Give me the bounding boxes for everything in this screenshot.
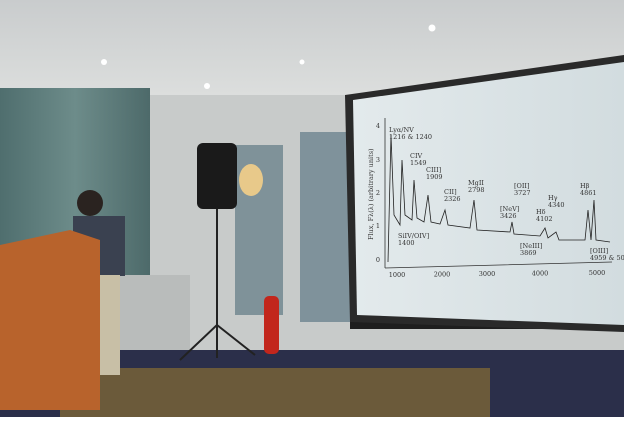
- x-tick-label: 2000: [434, 271, 451, 279]
- y-tick-label: 3: [376, 156, 380, 164]
- line-name: Hδ: [536, 208, 546, 216]
- line-name: MgII: [468, 179, 484, 187]
- y-tick-label: 4: [376, 122, 380, 130]
- line-name: [OII]: [514, 182, 530, 190]
- podium: [0, 230, 100, 410]
- ceiling-light: [428, 24, 436, 32]
- line-name: CIII]: [426, 166, 441, 174]
- ceiling-light: [204, 83, 210, 89]
- ceiling-light: [101, 59, 107, 65]
- line-wavelength: 1909: [426, 173, 443, 181]
- line-name: CIV: [410, 152, 423, 160]
- line-wavelength: 4340: [548, 201, 565, 209]
- y-axis-label: Flux, Fλ(λ) (arbitrary units): [367, 148, 375, 240]
- line-wavelength: 2326: [444, 195, 461, 203]
- line-wavelength: 4861: [580, 189, 597, 197]
- line-name: Hγ: [548, 194, 558, 202]
- line-wavelength: 2798: [468, 186, 485, 194]
- line-wavelength: 4102: [536, 215, 553, 223]
- slide: Flux, Fλ(λ) (arbitrary units) 1000 2000 300…: [367, 118, 624, 279]
- x-tick-label: 3000: [479, 270, 496, 278]
- line-name: [OIII]: [590, 247, 608, 255]
- person-legs: [100, 275, 120, 375]
- y-tick-label: 2: [376, 189, 380, 197]
- x-tick-label: 4000: [532, 270, 549, 278]
- y-tick-label: 1: [376, 222, 380, 230]
- person-head: [77, 190, 103, 216]
- rug: [60, 368, 490, 417]
- projection-screen: [353, 62, 624, 325]
- radiator: [115, 275, 190, 355]
- slide-axes: [384, 118, 613, 269]
- speaker: [197, 143, 237, 209]
- speaker-stand: [179, 209, 256, 361]
- line-wavelength: 3426: [500, 212, 517, 220]
- line-name: [NeV]: [500, 205, 519, 213]
- line-name: Hβ: [580, 182, 590, 190]
- sconce: [239, 164, 263, 196]
- line-wavelength: 1216 & 1240: [389, 133, 432, 141]
- fire-extinguisher: [264, 296, 279, 354]
- line-wavelength: 3727: [514, 189, 531, 197]
- line-wavelength: 1400: [398, 239, 415, 247]
- x-tick-label: 5000: [589, 269, 606, 277]
- line-name: [NeIII]: [520, 242, 542, 250]
- line-name: SiIV/OIV]: [398, 232, 429, 240]
- spectrum-curve: [387, 134, 611, 263]
- wall-panel: [300, 132, 350, 322]
- line-name: CII]: [444, 188, 457, 196]
- y-tick-label: 0: [376, 256, 380, 264]
- ceiling-light: [299, 59, 305, 65]
- line-wavelength: 1549: [410, 159, 427, 167]
- line-wavelength: 3869: [520, 249, 537, 257]
- x-tick-label: 1000: [389, 271, 406, 279]
- line-wavelength: 4959 & 5007: [590, 254, 624, 262]
- line-name: Lyα/NV: [389, 126, 414, 134]
